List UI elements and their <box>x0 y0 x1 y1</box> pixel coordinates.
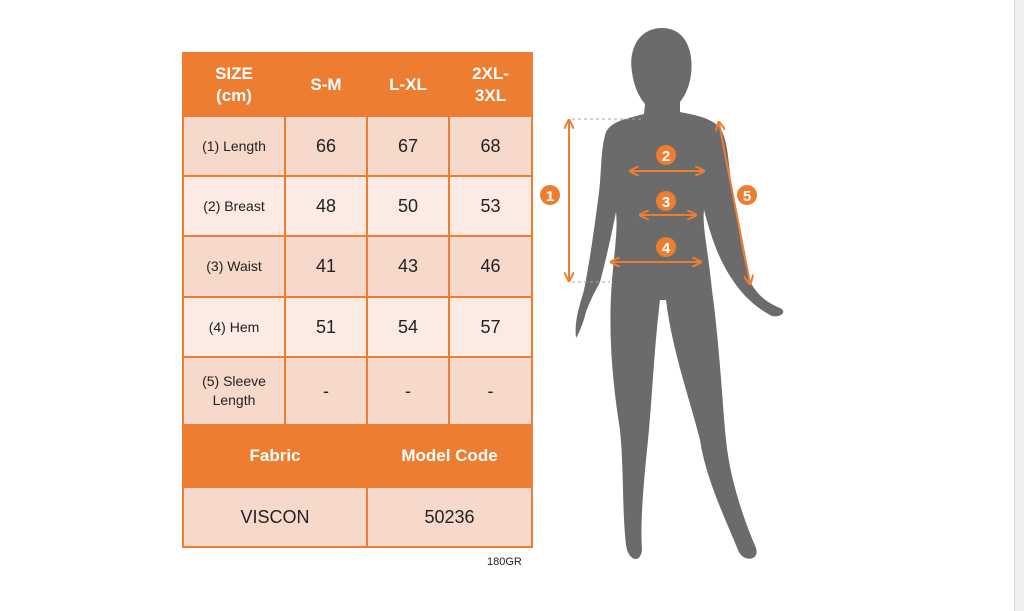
marker-4: 4 <box>656 237 676 257</box>
marker-2: 2 <box>656 145 676 165</box>
header-2xl-3xl: 2XL-3XL <box>448 52 533 117</box>
cell: 57 <box>448 296 533 358</box>
body-measurement-figure: 1 2 3 4 5 <box>540 28 784 560</box>
header-s-m: S-M <box>284 52 368 117</box>
svg-text:1: 1 <box>546 188 554 205</box>
cell: 67 <box>366 115 450 177</box>
cell: - <box>448 356 533 426</box>
cell: 41 <box>284 235 368 298</box>
cell: 50 <box>366 175 450 237</box>
row-label: (1) Length <box>182 115 286 177</box>
size-chart-table: SIZE (cm) S-M L-XL 2XL-3XL (1) Length 66… <box>182 52 533 548</box>
cell: 66 <box>284 115 368 177</box>
table-row: (2) Breast 48 50 53 <box>182 175 533 237</box>
svg-text:2: 2 <box>662 148 670 165</box>
table-row: (4) Hem 51 54 57 <box>182 296 533 358</box>
weight-note: 180GR <box>487 556 522 568</box>
fabric-header: Fabric <box>182 424 368 488</box>
model-code-value: 50236 <box>366 486 533 548</box>
cell: 51 <box>284 296 368 358</box>
header-size: SIZE (cm) <box>182 52 286 117</box>
marker-5: 5 <box>737 185 757 205</box>
cell: 54 <box>366 296 450 358</box>
fabric-value: VISCON <box>182 486 368 548</box>
model-code-header: Model Code <box>366 424 533 488</box>
row-label: (4) Hem <box>182 296 286 358</box>
svg-text:5: 5 <box>743 188 751 205</box>
row-label: (5) Sleeve Length <box>182 356 286 426</box>
cell: 43 <box>366 235 450 298</box>
cell: - <box>366 356 450 426</box>
cell: 48 <box>284 175 368 237</box>
fabric-value-row: VISCON 50236 <box>182 486 533 548</box>
table-row: (5) Sleeve Length - - - <box>182 356 533 426</box>
cell: 68 <box>448 115 533 177</box>
header-l-xl: L-XL <box>366 52 450 117</box>
row-label: (2) Breast <box>182 175 286 237</box>
marker-1: 1 <box>540 185 560 205</box>
table-row: (1) Length 66 67 68 <box>182 115 533 177</box>
sleeve-arrow <box>719 123 750 283</box>
table-row: (3) Waist 41 43 46 <box>182 235 533 298</box>
table-header-row: SIZE (cm) S-M L-XL 2XL-3XL <box>182 52 533 117</box>
marker-3: 3 <box>656 191 676 211</box>
row-label: (3) Waist <box>182 235 286 298</box>
fabric-header-row: Fabric Model Code <box>182 424 533 488</box>
svg-text:3: 3 <box>662 194 670 211</box>
svg-text:4: 4 <box>662 240 671 257</box>
cell: 46 <box>448 235 533 298</box>
cell: - <box>284 356 368 426</box>
cell: 53 <box>448 175 533 237</box>
scrollbar[interactable] <box>1014 0 1024 611</box>
woman-silhouette <box>575 28 784 560</box>
